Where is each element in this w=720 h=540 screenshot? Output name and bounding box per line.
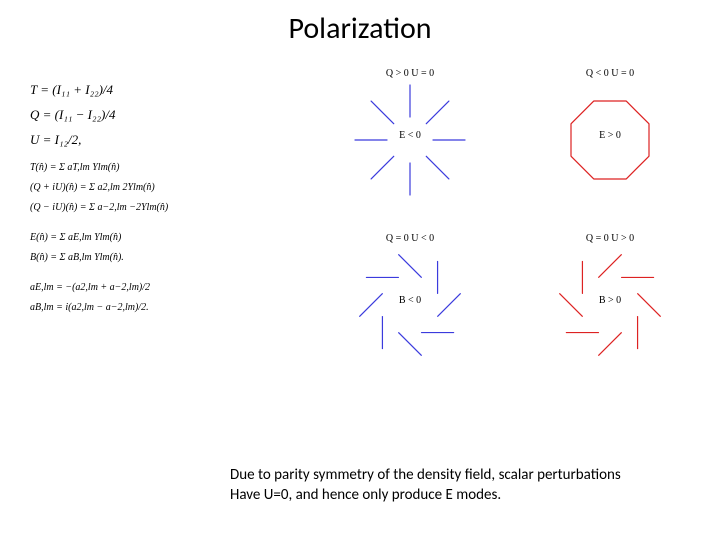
footer-note: Due to parity symmetry of the density fi… xyxy=(230,465,621,506)
panel-e-pos: Q < 0 U = 0 E > 0 xyxy=(520,70,700,220)
panel-e-neg: Q > 0 U = 0 E < 0 xyxy=(320,70,500,220)
pattern-e-pos xyxy=(520,70,700,220)
eq-q: Q = (I₁₁ − I₂₂)/4 xyxy=(30,105,168,126)
eq-t-expand: T(n̂) = Σ aT,lm Ylm(n̂) xyxy=(30,160,168,176)
equations-block: T = (I₁₁ + I₂₂)/4 Q = (I₁₁ − I₂₂)/4 U = … xyxy=(30,80,168,320)
eq-ab: aB,lm = i(a2,lm − a−2,lm)/2. xyxy=(30,300,168,316)
polarization-diagrams: Q > 0 U = 0 E < 0 Q < 0 U = 0 E > 0 Q = … xyxy=(320,70,710,390)
eq-qmiu: (Q − iU)(n̂) = Σ a−2,lm −2Ylm(n̂) xyxy=(30,200,168,216)
panel-b-pos: Q = 0 U > 0 B > 0 xyxy=(520,235,700,385)
eq-ae: aE,lm = −(a2,lm + a−2,lm)/2 xyxy=(30,280,168,296)
pattern-b-neg xyxy=(320,235,500,385)
panel-b-neg: Q = 0 U < 0 B < 0 xyxy=(320,235,500,385)
footer-line2: Have U=0, and hence only produce E modes… xyxy=(230,485,621,505)
pattern-b-pos xyxy=(520,235,700,385)
footer-line1: Due to parity symmetry of the density fi… xyxy=(230,465,621,485)
eq-u: U = I₁₂/2, xyxy=(30,130,168,151)
eq-t: T = (I₁₁ + I₂₂)/4 xyxy=(30,80,168,101)
eq-qpiu: (Q + iU)(n̂) = Σ a2,lm 2Ylm(n̂) xyxy=(30,180,168,196)
eq-e: E(n̂) = Σ aE,lm Ylm(n̂) xyxy=(30,230,168,246)
page-title: Polarization xyxy=(0,10,720,47)
pattern-e-neg xyxy=(320,70,500,220)
eq-b: B(n̂) = Σ aB,lm Ylm(n̂). xyxy=(30,250,168,266)
